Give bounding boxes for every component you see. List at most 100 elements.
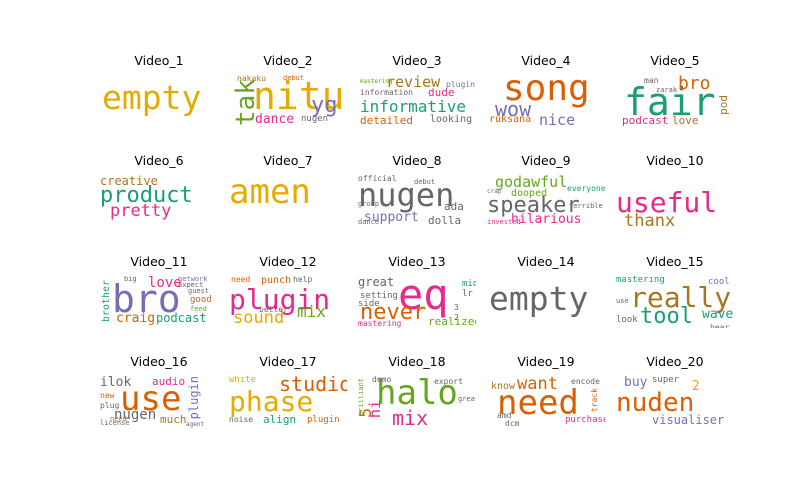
cloud-word: 2 xyxy=(692,379,700,394)
cloud-word: official xyxy=(358,175,397,183)
panel-title: Video_8 xyxy=(392,153,442,168)
cloud-word: license xyxy=(100,419,130,427)
cloud-word: information xyxy=(360,88,413,97)
word-cloud: plugin sound mix punch need help better xyxy=(229,276,347,328)
cloud-word: man xyxy=(644,76,659,85)
panel-title: Video_18 xyxy=(388,354,446,369)
panel-title: Video_2 xyxy=(263,53,313,68)
word-cloud: phase studio white noise align plugin xyxy=(229,376,347,428)
cloud-word: product xyxy=(100,183,193,208)
cloud-word: nugen xyxy=(301,114,329,124)
word-cloud: useful thanx xyxy=(616,175,734,228)
cloud-word: brother xyxy=(101,280,112,323)
panel-title: Video_5 xyxy=(650,53,700,68)
word-cloud: halomixhi5demoexportbrilliantgreat xyxy=(358,376,476,428)
cloud-word: good xyxy=(190,295,212,305)
panel-title: Video_13 xyxy=(388,254,446,269)
panel-title: Video_11 xyxy=(130,254,188,269)
cloud-word: much xyxy=(160,413,187,426)
cloud-word: nuden xyxy=(616,388,695,418)
cloud-word: want xyxy=(517,376,558,394)
word-cloud-panel: Video_15 really tool mastering cool wave look h… xyxy=(616,254,734,330)
cloud-word: setting xyxy=(360,291,398,301)
word-cloud-panel: Video_4 song wow nice ruksana xyxy=(487,53,605,129)
cloud-word: need xyxy=(231,276,251,284)
cloud-word: podcast xyxy=(622,114,669,127)
cloud-word: track xyxy=(590,388,599,413)
cloud-word: visualiser xyxy=(652,413,725,427)
cloud-word: plugin xyxy=(187,376,201,420)
cloud-word: crap xyxy=(487,188,502,195)
cloud-word: mastering xyxy=(358,319,402,328)
cloud-word: eq xyxy=(398,276,449,319)
cloud-word: bro xyxy=(112,277,181,321)
cloud-word: plugin xyxy=(446,80,475,89)
cloud-word: mix xyxy=(392,406,429,428)
word-cloud: bro love craig podcast brother good guest netwo… xyxy=(100,276,218,328)
cloud-word: never xyxy=(360,300,427,325)
cloud-word: feed xyxy=(190,305,207,313)
word-cloud-panel: Video_14 empty xyxy=(487,254,605,330)
cloud-word: empty xyxy=(102,78,202,117)
word-cloud: eq never great setting side mastering realized… xyxy=(358,276,476,328)
panel-title: Video_16 xyxy=(130,354,188,369)
word-cloud-panel: Video_5 fair bro man podcast love pod zarak xyxy=(616,53,734,129)
word-cloud: product creative pretty xyxy=(100,175,218,227)
cloud-word: align xyxy=(263,413,297,426)
cloud-word: big xyxy=(124,276,137,283)
cloud-word: song xyxy=(503,75,590,109)
cloud-word: nugen xyxy=(358,176,455,214)
cloud-word: use xyxy=(616,297,629,305)
cloud-word: great xyxy=(358,276,395,289)
word-cloud: nugen support ada dolla official group dance de… xyxy=(358,175,476,227)
word-cloud-panel: Video_8 nugen support ada dolla official group… xyxy=(358,153,476,229)
cloud-word: godawful xyxy=(495,175,568,191)
panel-title: Video_1 xyxy=(134,53,184,68)
cloud-word: mastering xyxy=(616,276,665,285)
cloud-word: amen xyxy=(229,175,311,212)
word-cloud: fair bro man podcast love pod zarak xyxy=(616,75,734,127)
cloud-word: dude xyxy=(428,86,455,99)
cloud-word: expect xyxy=(178,281,204,289)
cloud-word: tool xyxy=(640,304,693,328)
cloud-word: craig xyxy=(116,311,156,326)
cloud-word: purchase xyxy=(565,415,605,425)
cloud-word: support xyxy=(364,210,419,225)
cloud-word: super xyxy=(652,376,680,385)
word-cloud-panel: Video_10 useful thanx xyxy=(616,153,734,229)
word-cloud: empty xyxy=(487,276,605,328)
cloud-word: need xyxy=(110,415,127,423)
word-cloud-panel: Video_18 halo mix hi 5 demo export brilliant gre… xyxy=(358,354,476,430)
panel-title: Video_6 xyxy=(134,153,184,168)
cloud-word: encode xyxy=(571,377,600,386)
cloud-word: zarak xyxy=(656,86,678,94)
cloud-word: plug xyxy=(100,401,120,410)
cloud-word: agent xyxy=(186,421,205,428)
panel-title: Video_4 xyxy=(521,53,571,68)
word-cloud: informative review dude detailed looking info… xyxy=(358,75,476,127)
cloud-word: great xyxy=(458,395,476,403)
cloud-word: use xyxy=(120,379,182,419)
cloud-word: empty xyxy=(489,279,589,318)
panel-title: Video_3 xyxy=(392,53,442,68)
cloud-word: amd xyxy=(497,411,512,420)
cloud-word: dance xyxy=(358,218,380,226)
cloud-word: wave xyxy=(702,307,734,322)
panel-title: Video_17 xyxy=(259,354,317,369)
cloud-word: audio xyxy=(152,376,186,388)
word-cloud-panel: Video_3 informative review dude detailed look… xyxy=(358,53,476,129)
cloud-word: demo xyxy=(372,376,392,384)
cloud-word: speaker xyxy=(487,193,580,218)
word-cloud-panel: Video_9 speaker godawful hilarious dooped eve… xyxy=(487,153,605,229)
panel-title: Video_7 xyxy=(263,153,313,168)
cloud-word: pod xyxy=(717,95,730,115)
word-cloud: use ilok audio plugin nugen new much plug licens… xyxy=(100,376,218,428)
cloud-word: creative xyxy=(100,175,158,188)
cloud-word: thanx xyxy=(624,211,676,228)
cloud-word: mid xyxy=(462,279,476,289)
cloud-word: buy xyxy=(624,376,648,390)
cloud-word: fair xyxy=(624,80,716,124)
cloud-word: realized xyxy=(428,315,476,328)
